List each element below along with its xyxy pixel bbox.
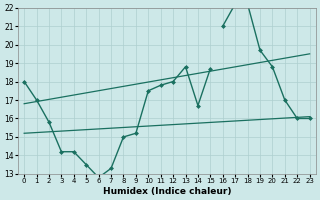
X-axis label: Humidex (Indice chaleur): Humidex (Indice chaleur) — [103, 187, 231, 196]
